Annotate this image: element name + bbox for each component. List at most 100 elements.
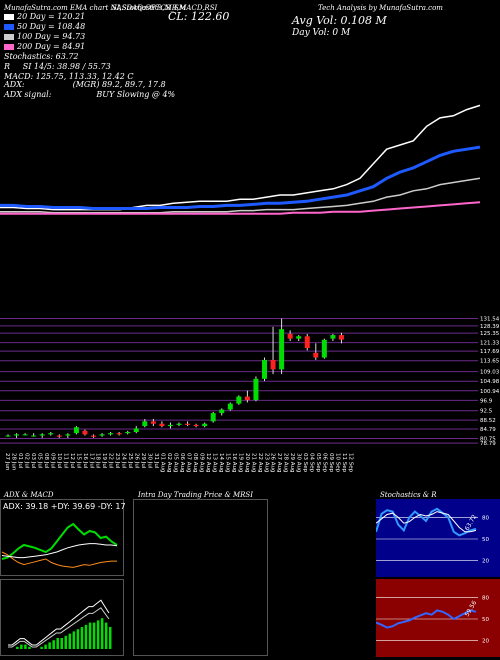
date-tick: 26 Jul bbox=[134, 453, 140, 469]
date-tick: 23 Jul bbox=[114, 453, 120, 469]
avg-volume: Avg Vol: 0.108 M bbox=[292, 14, 387, 27]
date-tick: 02 Jul bbox=[23, 453, 29, 469]
ema20-label: 20 Day = 120.21 bbox=[17, 12, 86, 21]
macd-bar bbox=[96, 620, 100, 649]
stoch-tick: 20 bbox=[482, 559, 489, 565]
date-tick: 30 Aug bbox=[296, 453, 302, 473]
stoch-rsi-title: Stochastics & R bbox=[380, 491, 437, 499]
ema20-swatch bbox=[4, 14, 14, 20]
macd-bar bbox=[48, 642, 51, 649]
macd-bar bbox=[72, 631, 76, 649]
date-tick: 10 Sep bbox=[335, 453, 341, 473]
date-tick: 19 Jul bbox=[101, 453, 107, 469]
ema-line-2 bbox=[0, 177, 481, 214]
ema50-swatch bbox=[4, 24, 14, 30]
adx-panel-label: ADX: 39.18 +DY: 39.69 -DY: 17.34 bbox=[3, 502, 125, 511]
macd-bar bbox=[16, 646, 19, 649]
date-tick: 28 Aug bbox=[283, 453, 289, 473]
candle-body bbox=[304, 336, 310, 349]
price-tick: 100.94 bbox=[480, 389, 500, 395]
price-tick: 113.65 bbox=[480, 359, 500, 365]
candle-body bbox=[99, 434, 105, 436]
date-tick: 16 Jul bbox=[82, 453, 88, 469]
date-tick: 24 Jul bbox=[121, 453, 127, 469]
price-tick: 128.39 bbox=[480, 324, 500, 330]
adx-macd-panel: ADX: 39.18 +DY: 39.69 -DY: 17.34 bbox=[0, 499, 125, 656]
adx-macd-title: ADX & MACD bbox=[4, 491, 54, 499]
rsi-line bbox=[376, 609, 477, 629]
date-tick: 02 Aug bbox=[166, 453, 172, 473]
stoch-readout: Stochastics: 63.72 bbox=[4, 52, 79, 61]
date-tick: 03 Jul bbox=[30, 453, 36, 469]
date-tick: 27 Aug bbox=[276, 453, 282, 473]
date-tick: 09 Jul bbox=[49, 453, 55, 469]
adx-signal-value: BUY Slowing @ 4% bbox=[96, 90, 176, 99]
date-tick: 08 Aug bbox=[192, 453, 198, 473]
candle-body bbox=[56, 435, 62, 437]
candle-body bbox=[193, 424, 199, 427]
macd-bar bbox=[40, 646, 43, 649]
legend-ema50: 50 Day = 108.48 bbox=[4, 22, 133, 32]
candle-body bbox=[65, 434, 71, 436]
adx-readout: ADX: (MGR) 89.2, 89.7, 17.8 ADX signal: BU… bbox=[4, 80, 175, 100]
adx-values: (MGR) 89.2, 89.7, 17.8 bbox=[72, 80, 166, 89]
candle-body bbox=[219, 409, 225, 414]
ema-chart bbox=[0, 104, 481, 215]
candle-body bbox=[202, 423, 208, 427]
candle-body bbox=[236, 396, 242, 404]
ema100-swatch bbox=[4, 34, 14, 40]
candle-body bbox=[227, 403, 233, 410]
macd-bar bbox=[28, 646, 31, 649]
candle-body bbox=[253, 378, 259, 401]
date-tick: 03 Sep bbox=[302, 453, 308, 473]
date-tick: 01 Jul bbox=[17, 453, 23, 469]
chart-header-mid: SI,Stochastics,MR,MACD,RSI bbox=[112, 4, 218, 12]
date-tick: 08 Jul bbox=[43, 453, 49, 469]
intraday-panel bbox=[133, 499, 268, 656]
candle-body bbox=[48, 433, 54, 435]
candle-body bbox=[31, 435, 37, 437]
adx-series-1 bbox=[1, 551, 117, 568]
date-tick: 23 Aug bbox=[263, 453, 269, 473]
ema200-swatch bbox=[4, 44, 14, 50]
day-volume: Day Vol: 0 M bbox=[292, 28, 351, 38]
chart-header-left: MunafaSutra.com EMA chart NASDAQ:OPTCS_S… bbox=[4, 4, 186, 12]
date-tick: 29 Aug bbox=[289, 453, 295, 473]
legend-ema20: 20 Day = 120.21 bbox=[4, 12, 133, 22]
candle-body bbox=[82, 430, 88, 435]
close-price: CL: 122.60 bbox=[168, 10, 230, 23]
date-tick: 28 Jun bbox=[11, 453, 17, 471]
macd-bar bbox=[76, 629, 80, 649]
rsi-tick: 50 bbox=[482, 617, 489, 623]
macd-bar bbox=[84, 624, 88, 649]
stoch-tick: 80 bbox=[482, 515, 489, 521]
date-tick: 05 Sep bbox=[315, 453, 321, 473]
date-tick: 16 Aug bbox=[231, 453, 237, 473]
candle-body bbox=[185, 423, 191, 425]
legend-ema200: 200 Day = 84.91 bbox=[4, 42, 133, 52]
candle-body bbox=[313, 352, 319, 358]
candle-body bbox=[91, 435, 96, 437]
macd-bar bbox=[108, 627, 112, 649]
date-tick: 20 Aug bbox=[244, 453, 250, 473]
price-tick: 109.03 bbox=[480, 370, 500, 376]
date-tick: 30 Jul bbox=[147, 453, 153, 469]
si-prefix: R bbox=[4, 62, 11, 71]
macd-signal-line bbox=[8, 607, 110, 648]
ema-line-1 bbox=[0, 145, 481, 210]
si-values: SI 14/5: 38.98 / 55.73 bbox=[22, 62, 111, 71]
candle-body bbox=[321, 339, 327, 358]
candle-body bbox=[262, 359, 267, 379]
candle-body bbox=[270, 359, 276, 370]
date-tick: 10 Jul bbox=[56, 453, 62, 469]
date-tick: 01 Aug bbox=[160, 453, 166, 473]
macd-bar bbox=[20, 644, 23, 649]
price-tick: 96.9 bbox=[480, 398, 493, 404]
candle-body bbox=[296, 336, 302, 339]
candle-body bbox=[287, 333, 293, 339]
candle-body bbox=[159, 423, 165, 427]
macd-bar bbox=[24, 644, 27, 649]
macd-bar bbox=[104, 622, 108, 649]
